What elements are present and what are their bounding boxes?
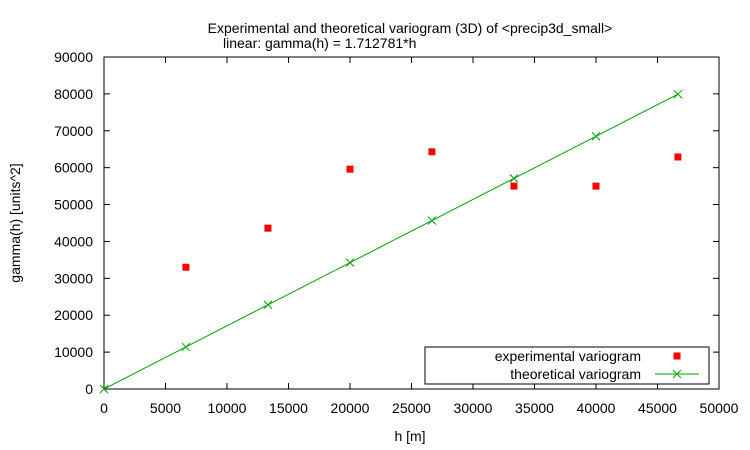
y-tick-label: 40000 bbox=[54, 233, 93, 249]
legend-sample-theoretical-marker bbox=[672, 369, 682, 379]
theoretical-point bbox=[263, 300, 273, 310]
x-tick-label: 10000 bbox=[208, 400, 247, 416]
experimental-point bbox=[428, 148, 436, 156]
cross-stroke bbox=[673, 89, 683, 99]
legend: experimental variogram theoretical vario… bbox=[424, 346, 710, 385]
cross-stroke bbox=[181, 342, 191, 352]
theoretical-point bbox=[181, 342, 191, 352]
experimental-point bbox=[674, 153, 682, 161]
x-tick-label: 30000 bbox=[454, 400, 493, 416]
cross-stroke bbox=[99, 384, 109, 394]
cross-stroke bbox=[345, 258, 355, 267]
legend-box bbox=[424, 346, 710, 385]
chart-subtitle: linear: gamma(h) = 1.712781*h bbox=[223, 35, 416, 51]
x-tick-label: 50000 bbox=[700, 400, 739, 416]
axis-ticks: 0 5000 10000 15000 20000 25000 30000 35000 40000… bbox=[54, 49, 739, 416]
x-tick-label: 15000 bbox=[269, 400, 308, 416]
theoretical-point bbox=[673, 89, 683, 99]
theoretical-point bbox=[509, 174, 519, 183]
experimental-point bbox=[264, 224, 272, 232]
legend-label-experimental: experimental variogram bbox=[495, 348, 641, 364]
experimental-point bbox=[592, 182, 600, 190]
y-tick-label: 50000 bbox=[54, 197, 93, 213]
x-tick-label: 25000 bbox=[392, 400, 431, 416]
theoretical-point bbox=[99, 384, 109, 394]
cross-stroke bbox=[263, 300, 273, 310]
chart-title: Experimental and theoretical variogram (… bbox=[208, 20, 613, 36]
theoretical-variogram-line bbox=[103, 93, 679, 390]
x-tick-label: 35000 bbox=[515, 400, 554, 416]
theoretical-point bbox=[345, 258, 355, 267]
y-axis-label: gamma(h) [units^2] bbox=[7, 163, 23, 282]
y-tick-label: 60000 bbox=[54, 160, 93, 176]
x-axis-label: h [m] bbox=[394, 428, 425, 444]
legend-sample-experimental bbox=[673, 352, 681, 360]
experimental-point bbox=[510, 182, 518, 190]
y-tick-label: 90000 bbox=[54, 49, 93, 65]
y-tick-label: 80000 bbox=[54, 86, 93, 102]
y-tick-label: 0 bbox=[85, 381, 93, 397]
x-tick-label: 40000 bbox=[577, 400, 616, 416]
experimental-point bbox=[182, 263, 190, 271]
y-tick-label: 10000 bbox=[54, 344, 93, 360]
theoretical-point bbox=[427, 216, 437, 225]
cross-stroke bbox=[427, 216, 437, 225]
x-tick-label: 20000 bbox=[331, 400, 370, 416]
series-theoretical bbox=[99, 89, 683, 394]
legend-label-theoretical: theoretical variogram bbox=[510, 366, 641, 382]
x-tick-label: 45000 bbox=[638, 400, 677, 416]
cross-stroke bbox=[509, 174, 519, 183]
theoretical-point bbox=[591, 131, 601, 141]
experimental-point bbox=[346, 165, 354, 173]
x-tick-label: 0 bbox=[100, 400, 108, 416]
series-experimental bbox=[182, 148, 682, 271]
cross-stroke bbox=[672, 369, 682, 379]
y-tick-label: 20000 bbox=[54, 307, 93, 323]
series-layer bbox=[99, 89, 683, 394]
x-tick-label: 5000 bbox=[150, 400, 181, 416]
y-tick-label: 70000 bbox=[54, 123, 93, 139]
y-tick-label: 30000 bbox=[54, 270, 93, 286]
cross-stroke bbox=[591, 131, 601, 141]
plot-frame bbox=[103, 56, 720, 390]
